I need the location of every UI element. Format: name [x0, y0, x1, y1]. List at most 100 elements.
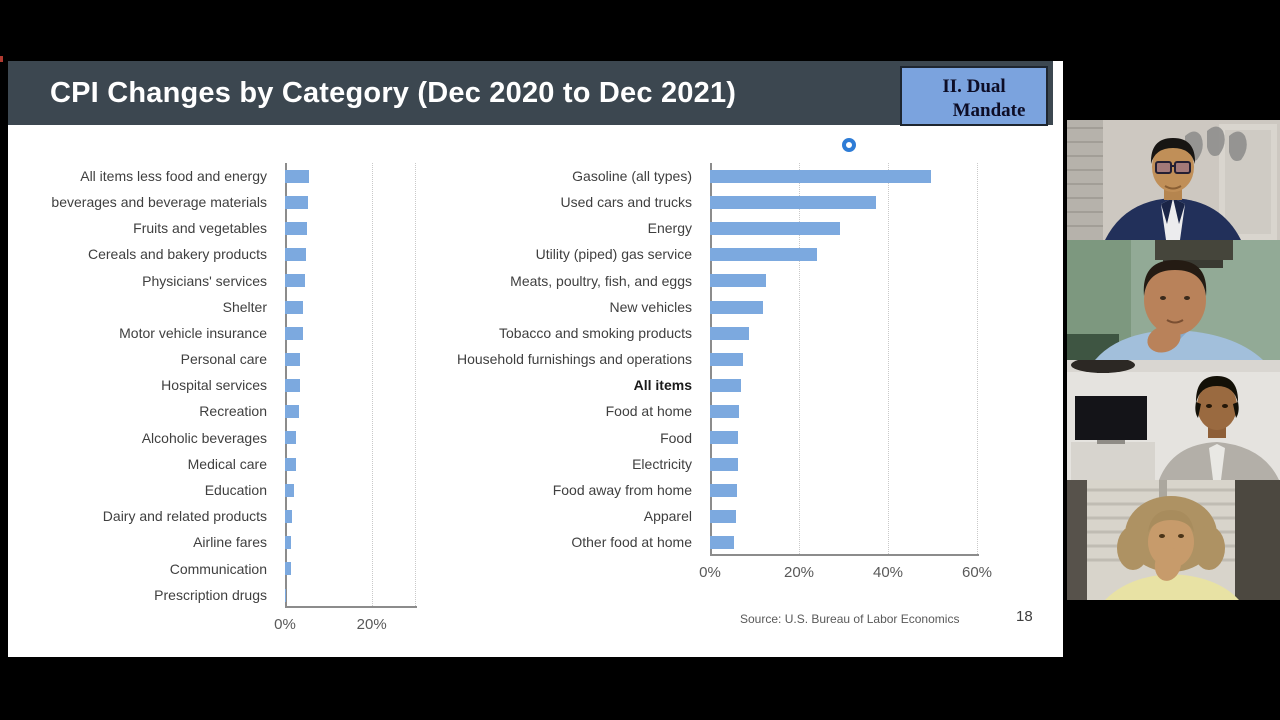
category-label: Cereals and bakery products [88, 246, 267, 263]
bar [285, 483, 295, 497]
bar [710, 221, 841, 235]
x-tick-label: 40% [872, 564, 904, 581]
category-row: beverages and beverage materials [20, 189, 450, 215]
gridline [977, 163, 978, 554]
category-label: Medical care [187, 455, 267, 472]
participant-video-1[interactable] [1067, 120, 1280, 240]
bar [285, 405, 300, 419]
category-label: Communication [169, 560, 267, 577]
bar [285, 300, 303, 314]
webcam-strip [1067, 120, 1280, 600]
category-label: Other food at home [571, 534, 692, 551]
category-label: Food away from home [552, 482, 692, 498]
slide-header: CPI Changes by Category (Dec 2020 to Dec… [8, 61, 1053, 125]
category-label: Household furnishings and operations [456, 351, 692, 368]
category-label: All items [633, 377, 692, 394]
category-label: New vehicles [609, 298, 692, 315]
bar [285, 274, 305, 288]
right-bar-chart: Gasoline (all types) Used cars and trucks… [438, 163, 1018, 581]
bar [285, 588, 287, 602]
stray-red-pixel [0, 56, 3, 62]
category-label: Gasoline (all types) [572, 167, 692, 184]
category-row: Physicians' services [20, 268, 450, 294]
x-tick-label: 20% [356, 616, 387, 634]
bar [710, 483, 737, 497]
category-row: Alcoholic beverages [20, 425, 450, 451]
badge-line1: II. Dual [942, 76, 1006, 97]
category-label: Food at home [605, 403, 692, 420]
bar [710, 326, 749, 340]
category-label: Personal care [180, 351, 267, 368]
source-note: Source: U.S. Bureau of Labor Economics [740, 612, 960, 626]
category-row: Personal care [20, 346, 450, 372]
category-row: Dairy and related products [20, 503, 450, 529]
category-row: Energy [438, 215, 1018, 241]
x-axis-ticks: 0% 20% 40% 60% [438, 564, 1018, 584]
category-row: Cereals and bakery products [20, 242, 450, 268]
category-row: Communication [20, 556, 450, 582]
category-row: Other food at home [438, 530, 1018, 556]
bar [285, 352, 301, 366]
category-label: Fruits and vegetables [133, 220, 267, 237]
category-row: All items less food and energy [20, 163, 450, 189]
category-label: Utility (piped) gas service [535, 246, 692, 263]
category-row: Gasoline (all types) [438, 163, 1018, 189]
category-row: Tobacco and smoking products [438, 320, 1018, 346]
category-row: Food away from home [438, 477, 1018, 503]
left-bar-chart: All items less food and energy beverages … [20, 163, 450, 633]
bar [710, 431, 739, 445]
bar [285, 195, 308, 209]
category-row: Household furnishings and operations [438, 346, 1018, 372]
category-row: New vehicles [438, 294, 1018, 320]
category-row: Shelter [20, 294, 450, 320]
x-tick-label: 20% [783, 564, 815, 581]
gridline [888, 163, 889, 554]
bar [710, 510, 736, 524]
category-row: Recreation [20, 399, 450, 425]
category-label: Hospital services [161, 377, 267, 394]
x-axis-ticks: 0% 20% [20, 616, 450, 636]
bar [710, 248, 818, 262]
bar [710, 405, 739, 419]
category-row: Apparel [438, 503, 1018, 529]
bar [710, 274, 766, 288]
category-label: Electricity [632, 455, 692, 472]
category-label: Energy [647, 220, 692, 237]
category-label: Physicians' services [142, 272, 267, 289]
bar [710, 300, 763, 314]
category-label: Meats, poultry, fish, and eggs [510, 272, 692, 289]
bar [285, 379, 300, 393]
bar [285, 536, 292, 550]
category-row: Education [20, 477, 450, 503]
participant-1-frame [1067, 120, 1280, 240]
gridline [799, 163, 800, 554]
participant-video-2[interactable] [1067, 240, 1280, 360]
category-row: Hospital services [20, 373, 450, 399]
bar [710, 169, 931, 183]
category-label: Shelter [222, 298, 267, 315]
slide-title: CPI Changes by Category (Dec 2020 to Dec… [50, 76, 737, 109]
laser-pointer-annotation [842, 138, 856, 152]
page-number: 18 [1016, 608, 1033, 625]
participant-2-frame [1067, 240, 1280, 360]
participant-video-3[interactable] [1067, 360, 1280, 480]
bar [285, 326, 303, 340]
x-tick-label: 0% [699, 564, 721, 581]
participant-4-frame [1067, 480, 1280, 600]
bar [285, 431, 296, 445]
category-row: Meats, poultry, fish, and eggs [438, 268, 1018, 294]
category-row: Medical care [20, 451, 450, 477]
category-label: Food [660, 429, 692, 446]
category-row: Utility (piped) gas service [438, 242, 1018, 268]
category-row: Motor vehicle insurance [20, 320, 450, 346]
category-row: Fruits and vegetables [20, 215, 450, 241]
presentation-slide: CPI Changes by Category (Dec 2020 to Dec… [8, 61, 1063, 657]
bar [285, 510, 292, 524]
category-label: Motor vehicle insurance [119, 324, 267, 341]
gridline [371, 163, 373, 607]
category-row: Electricity [438, 451, 1018, 477]
section-badge: II. Dual Mandate [900, 66, 1048, 126]
bar [710, 352, 743, 366]
participant-video-4[interactable] [1067, 480, 1280, 600]
category-label: Used cars and trucks [560, 193, 693, 210]
